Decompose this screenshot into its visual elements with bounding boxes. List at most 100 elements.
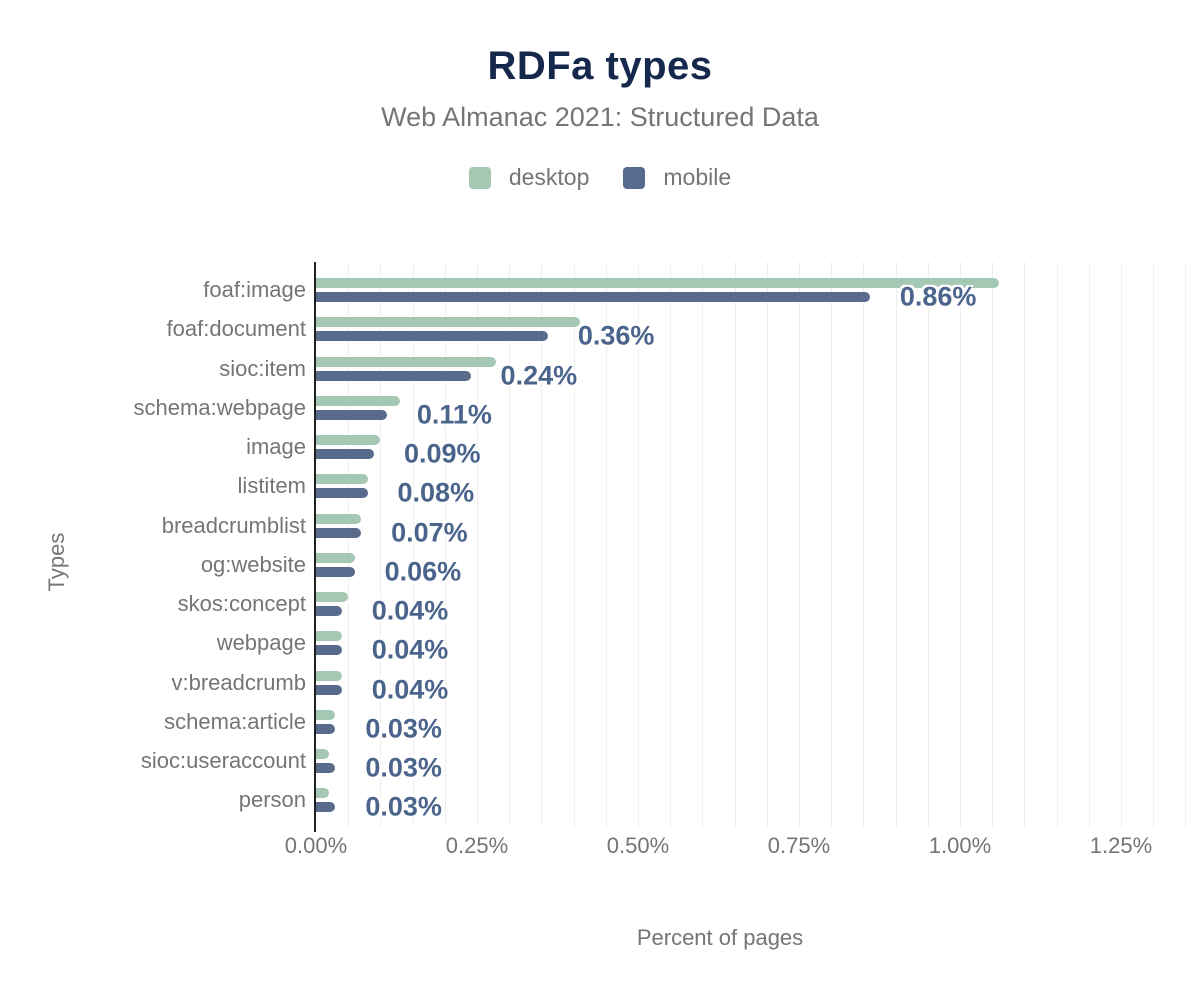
gridline (702, 262, 704, 827)
category-label: breadcrumblist (161, 512, 306, 538)
gridline (670, 262, 672, 827)
desktop-bar[interactable] (316, 788, 329, 799)
mobile-bar[interactable] (316, 292, 870, 302)
bar-group: 0.04% (316, 627, 1186, 666)
gridline (799, 262, 800, 827)
value-label: 0.04% (371, 674, 449, 704)
mobile-bar[interactable] (316, 802, 336, 813)
category-label: image (246, 434, 306, 459)
gridline (1056, 262, 1058, 827)
legend-label-mobile: mobile (663, 164, 732, 190)
desktop-bar[interactable] (316, 474, 368, 485)
x-tick-label: 1.00% (928, 833, 992, 858)
x-tick-label: 0.00% (284, 833, 348, 858)
bar-group: 0.04% (316, 588, 1186, 627)
gridline (380, 262, 382, 827)
mobile-bar[interactable] (316, 449, 374, 459)
gridline (734, 262, 736, 827)
value-label: 0.03% (365, 791, 442, 822)
category-label: og:website (200, 551, 306, 577)
legend-item-mobile[interactable]: mobile (623, 164, 731, 191)
mobile-bar[interactable] (316, 409, 387, 420)
desktop-bar[interactable] (316, 592, 349, 602)
bar-rows: 0.86% 0.36% 0.24% 0.11% 0.09% 0.08% 0.07% 0.06%… (316, 274, 1186, 824)
x-tick-label: 0.75% (767, 833, 831, 858)
category-label: skos:concept (177, 591, 306, 616)
plot-area: 0.86% 0.36% 0.24% 0.11% 0.09% 0.08% 0.07% 0.06%… (314, 262, 1187, 832)
value-label: 0.11% (416, 399, 492, 430)
category-label: sioc:useraccount (140, 748, 306, 773)
category-label: schema:webpage (133, 394, 306, 420)
category-label: schema:article (164, 708, 306, 734)
gridline (1121, 262, 1122, 827)
mobile-bar[interactable] (316, 763, 336, 773)
bar-group: 0.03% (316, 745, 1186, 784)
bar-group: 0.11% (316, 392, 1186, 431)
mobile-bar[interactable] (316, 723, 336, 734)
x-axis-title: Percent of pages (636, 925, 804, 950)
category-labels: foaf:image foaf:document sioc:item schema:w… (0, 274, 306, 824)
gridline (1088, 262, 1090, 827)
value-label: 0.06% (384, 556, 462, 587)
bar-group: 0.08% (316, 470, 1186, 509)
gridline (444, 262, 446, 827)
mobile-bar[interactable] (316, 566, 355, 577)
mobile-bar[interactable] (316, 645, 342, 656)
desktop-bar[interactable] (316, 631, 342, 642)
bar-group: 0.03% (316, 706, 1186, 745)
desktop-bar[interactable] (316, 749, 329, 759)
bar-group: 0.06% (316, 549, 1186, 588)
desktop-bar[interactable] (316, 670, 342, 681)
mobile-bar[interactable] (316, 331, 548, 342)
mobile-bar[interactable] (316, 488, 368, 499)
desktop-bar[interactable] (316, 552, 355, 563)
gridline (1185, 262, 1187, 827)
desktop-bar[interactable] (316, 513, 362, 524)
desktop-swatch-icon (468, 166, 491, 189)
value-label: 0.07% (391, 517, 468, 547)
value-label: 0.04% (371, 595, 449, 626)
gridline (348, 262, 350, 827)
gridline (605, 262, 607, 827)
bar-group: 0.07% (316, 510, 1186, 549)
x-tick-label: 1.25% (1089, 833, 1153, 858)
gridline (1024, 262, 1026, 827)
value-label: 0.03% (365, 713, 442, 744)
desktop-bar[interactable] (316, 356, 497, 367)
gridline (573, 262, 575, 827)
mobile-bar[interactable] (316, 527, 362, 538)
gridline (477, 262, 478, 827)
mobile-bar[interactable] (316, 684, 342, 695)
gridline (1153, 262, 1155, 827)
value-label: 0.09% (403, 438, 481, 469)
bar-group: 0.03% (316, 784, 1186, 823)
legend-label-desktop: desktop (508, 164, 590, 190)
gridline (831, 262, 833, 827)
value-label: 0.03% (365, 752, 442, 783)
desktop-bar[interactable] (316, 317, 581, 328)
category-label: v:breadcrumb (171, 669, 306, 695)
category-label: listitem (237, 473, 306, 499)
chart-title: RDFa types (487, 44, 713, 88)
desktop-bar[interactable] (316, 709, 336, 720)
value-label: 0.86% (899, 281, 977, 312)
mobile-bar[interactable] (316, 370, 471, 381)
y-axis-title: Types (44, 532, 69, 592)
desktop-bar[interactable] (316, 395, 400, 406)
gridline (895, 262, 897, 827)
gridline (863, 262, 865, 827)
mobile-bar[interactable] (316, 606, 342, 616)
gridline (960, 262, 961, 827)
gridline (509, 262, 511, 827)
value-label: 0.08% (397, 477, 475, 508)
gridline (927, 262, 929, 827)
desktop-bar[interactable] (316, 435, 381, 445)
x-tick-label: 0.25% (445, 833, 509, 858)
bar-group: 0.86% (316, 274, 1186, 313)
bar-group: 0.09% (316, 431, 1186, 470)
category-label: webpage (216, 630, 306, 656)
desktop-bar[interactable] (316, 278, 999, 288)
category-label: foaf:image (203, 277, 306, 302)
legend-item-desktop[interactable]: desktop (468, 164, 590, 191)
